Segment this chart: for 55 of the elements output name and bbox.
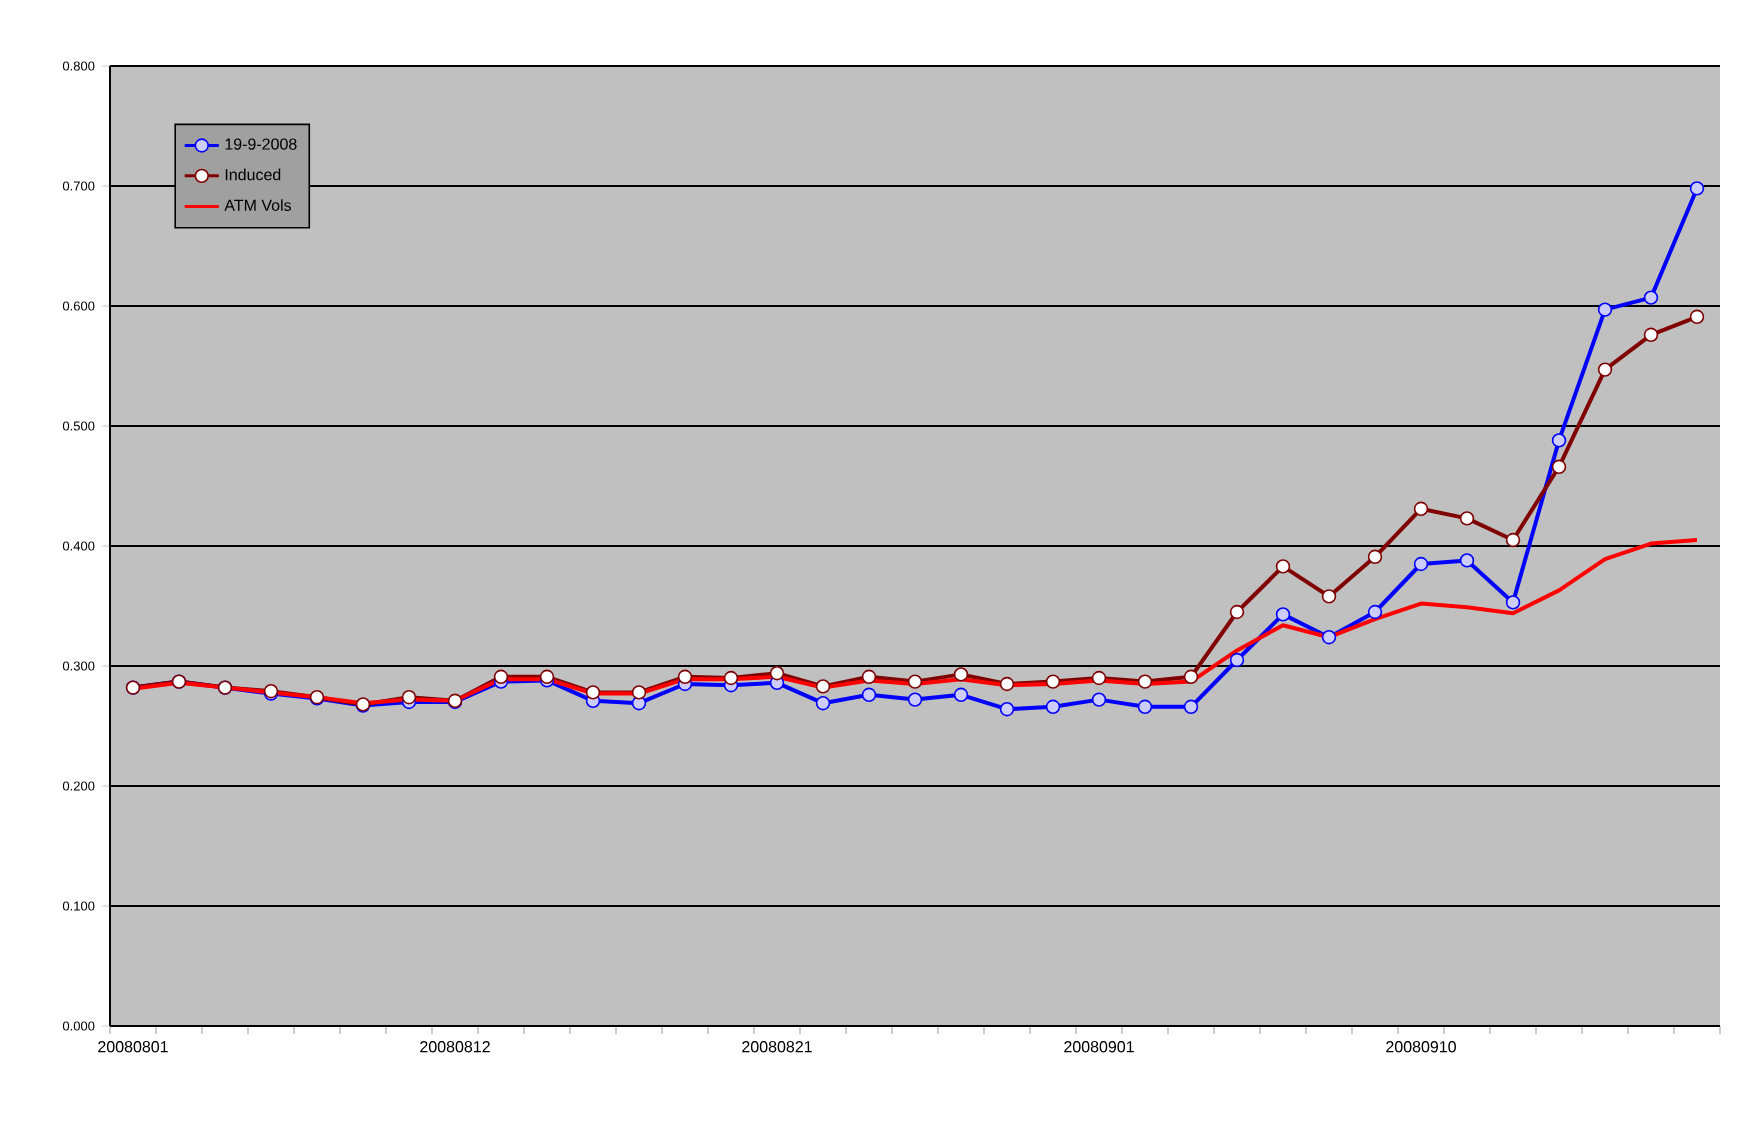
point — [999, 702, 1015, 717]
point — [1183, 699, 1199, 714]
point — [1689, 181, 1705, 196]
point — [1643, 290, 1659, 305]
point — [1321, 589, 1337, 604]
x-tick-label: 20080901 — [1064, 1041, 1134, 1053]
point — [907, 674, 923, 689]
point — [1229, 652, 1245, 668]
point — [631, 685, 647, 700]
point — [1413, 501, 1429, 516]
x-tick-label: 20080801 — [98, 1041, 168, 1053]
point — [1091, 692, 1107, 707]
x-tick-label: 20080812 — [420, 1041, 490, 1053]
point — [861, 669, 877, 684]
point — [1045, 674, 1061, 689]
point — [1551, 433, 1567, 448]
point — [1643, 327, 1659, 342]
point — [401, 690, 417, 705]
legend-label: ATM Vols — [224, 199, 292, 211]
point — [1137, 674, 1153, 689]
point — [1091, 670, 1107, 686]
point — [953, 687, 969, 702]
point — [1597, 302, 1613, 317]
x-tick-label: 20080910 — [1386, 1041, 1456, 1053]
point — [1459, 553, 1475, 568]
point — [677, 669, 693, 684]
point — [1505, 595, 1521, 610]
point — [1689, 309, 1705, 325]
point — [585, 685, 601, 700]
point — [1275, 559, 1291, 574]
point — [1229, 604, 1245, 620]
point — [1505, 532, 1521, 548]
point — [493, 669, 509, 684]
point — [1413, 556, 1429, 572]
point — [861, 687, 877, 702]
point — [1551, 459, 1567, 474]
point — [723, 670, 739, 686]
point — [1045, 699, 1061, 714]
point — [815, 679, 831, 694]
point — [1321, 630, 1337, 645]
point — [1367, 604, 1383, 620]
x-tick-label: 20080821 — [742, 1041, 812, 1053]
point — [1597, 362, 1613, 377]
point — [907, 692, 923, 707]
point — [769, 666, 785, 681]
point — [815, 696, 831, 711]
point — [1275, 607, 1291, 622]
point — [1459, 511, 1475, 526]
point — [1183, 669, 1199, 684]
point — [1367, 549, 1383, 564]
point — [953, 667, 969, 682]
point — [1137, 699, 1153, 714]
legend-label: 19-9-2008 — [225, 138, 297, 150]
legend-label: Induced — [225, 168, 281, 181]
point — [999, 676, 1015, 692]
